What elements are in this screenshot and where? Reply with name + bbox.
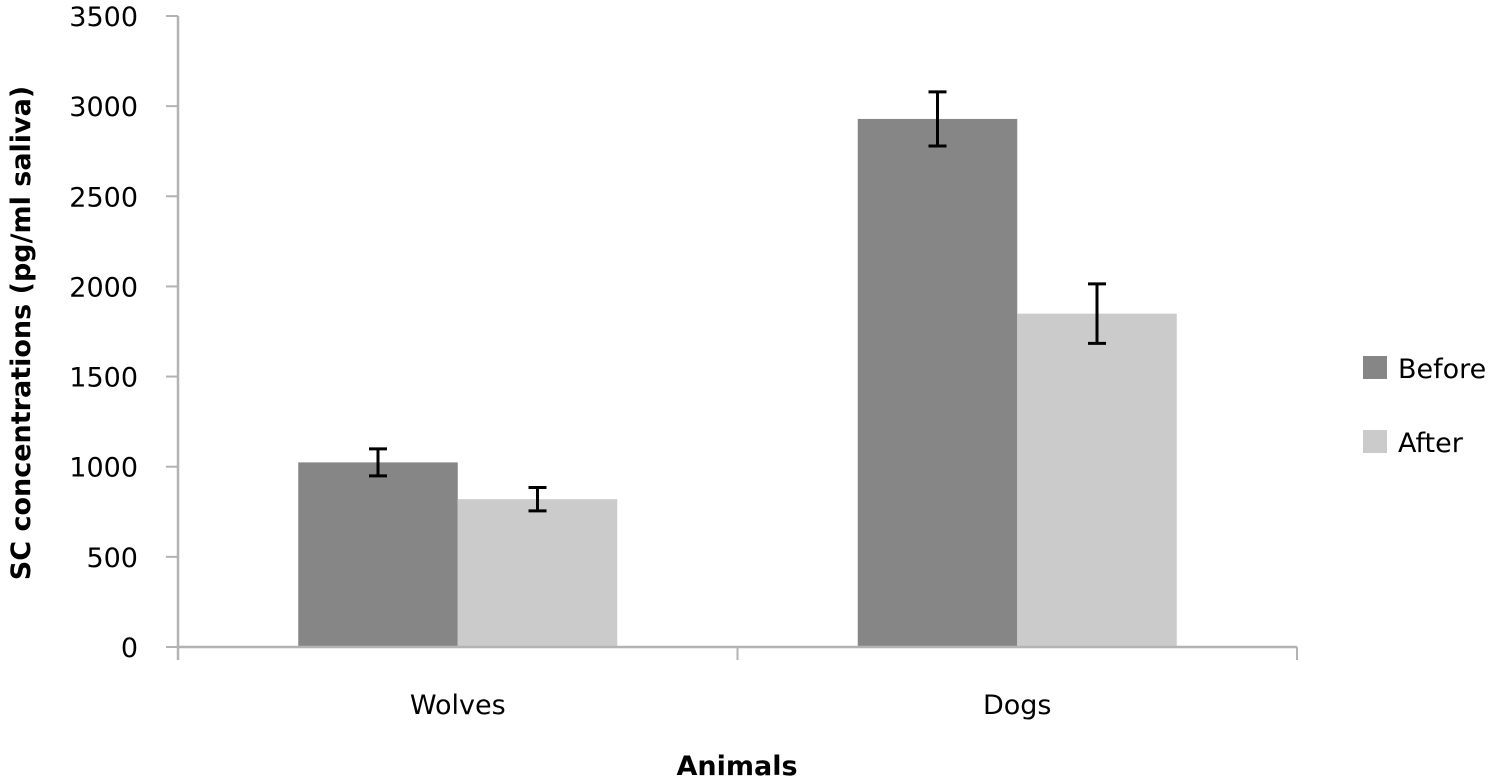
axes bbox=[176, 16, 1298, 660]
x-tick-label: Dogs bbox=[983, 690, 1052, 721]
legend-item-before: Before bbox=[1363, 354, 1486, 385]
y-tick-label: 1000 bbox=[69, 453, 138, 484]
y-axis-title: SC concentrations (pg/ml saliva) bbox=[6, 86, 37, 580]
error-bar-dogs-after bbox=[1088, 282, 1106, 345]
bars bbox=[298, 118, 1177, 648]
bar-wolves-before bbox=[298, 462, 458, 647]
y-tick-label: 1500 bbox=[69, 363, 138, 394]
y-tick-label: 3000 bbox=[69, 92, 138, 123]
legend-label: Before bbox=[1398, 354, 1486, 385]
legend-swatch bbox=[1363, 430, 1387, 453]
y-tick-label: 500 bbox=[86, 543, 138, 574]
x-axis-tick-labels: Wolves Dogs bbox=[410, 690, 1052, 721]
legend-swatch bbox=[1363, 356, 1387, 379]
x-axis-title: Animals bbox=[676, 751, 797, 778]
error-bars bbox=[369, 90, 1106, 513]
x-tick-label: Wolves bbox=[410, 690, 506, 721]
y-tick-label: 2500 bbox=[69, 182, 138, 213]
bar-dogs-before bbox=[857, 118, 1018, 648]
legend: Before After bbox=[1363, 354, 1486, 459]
y-tick-label: 0 bbox=[121, 633, 138, 664]
legend-item-after: After bbox=[1363, 428, 1464, 459]
y-tick-label: 2000 bbox=[69, 272, 138, 303]
error-bar-wolves-after bbox=[528, 485, 547, 513]
error-bar-wolves-before bbox=[369, 447, 387, 478]
error-bar-dogs-before bbox=[928, 90, 947, 148]
y-axis-ticks: 0 500 1000 1500 2000 2500 3000 3500 bbox=[69, 2, 178, 664]
bar-dogs-after bbox=[1017, 313, 1177, 647]
legend-label: After bbox=[1398, 428, 1464, 459]
y-tick-label: 3500 bbox=[69, 2, 138, 33]
bar-wolves-after bbox=[457, 499, 618, 647]
